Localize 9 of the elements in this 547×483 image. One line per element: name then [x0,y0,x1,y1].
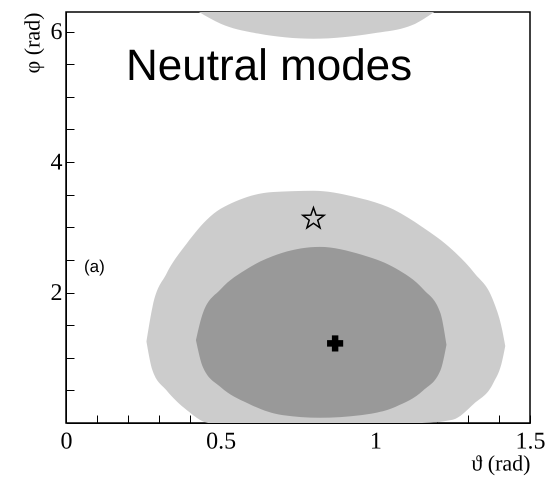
y-tick-label: 6 [50,19,62,46]
x-tick-label: 0 [60,428,72,454]
x-tick-label: 1 [370,428,382,454]
y-tick-label: 2 [50,280,62,306]
y-axis-title: φ (rad) [20,12,44,74]
annotation: (a) [84,257,105,276]
x-tick-label: 0.5 [206,428,236,454]
annotation: Neutral modes [126,41,412,90]
y-tick-label: 4 [50,150,62,176]
